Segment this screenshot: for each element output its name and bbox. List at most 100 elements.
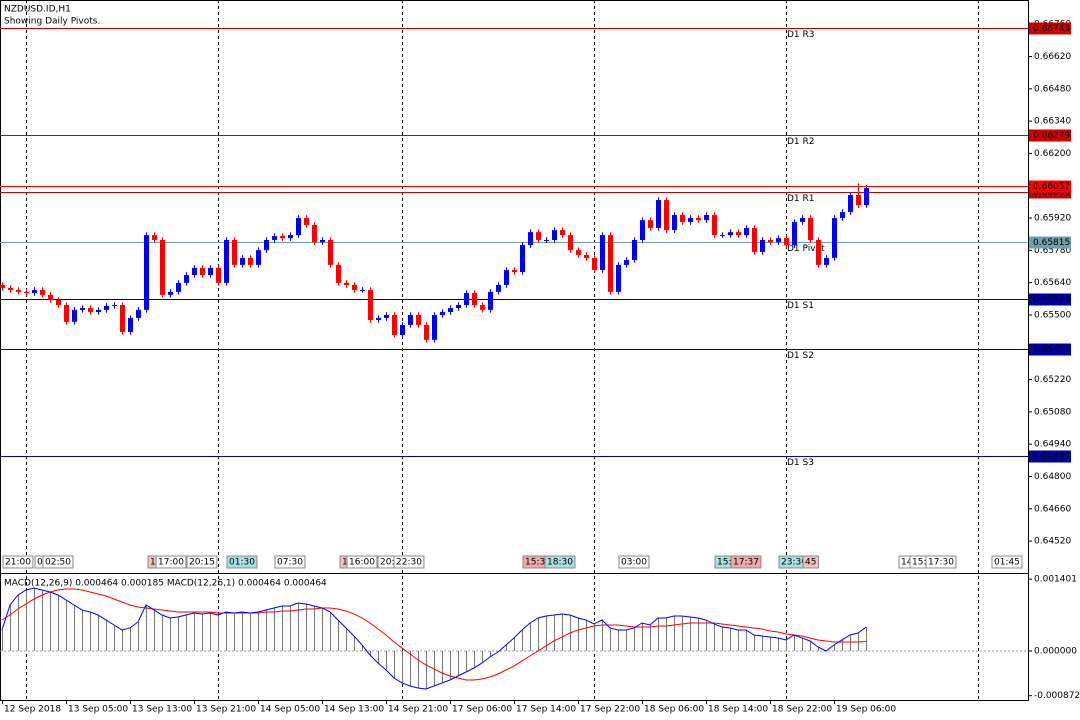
pivot-label: D1 Pivot [787, 244, 825, 254]
candle-body [712, 215, 717, 236]
y-tick-label: 0.64800 [1034, 472, 1071, 482]
candle-body [840, 212, 845, 219]
y-tick-label: 0.65780 [1034, 246, 1071, 256]
time-label: 16:00 [349, 558, 375, 568]
candle-body [400, 324, 405, 336]
time-label: 15:30 [525, 558, 551, 568]
y2-tick-label: 0.001401 [1034, 575, 1077, 585]
candle-body [144, 235, 149, 310]
candle-body [472, 293, 477, 306]
candle-body [776, 238, 781, 243]
time-label: 20:15 [189, 558, 215, 568]
candle-body [648, 220, 653, 228]
time-label-box [226, 555, 258, 569]
x-tick-label: 12 Sep 2018 [4, 705, 61, 715]
time-label-box [346, 555, 378, 569]
x-tick-label: 18 Sep 14:00 [708, 705, 768, 715]
time-label: 23:30 [781, 558, 807, 568]
candle-body [184, 275, 189, 283]
time-label-box [544, 555, 576, 569]
candle-body [576, 250, 581, 255]
y-tick-label: 0.64520 [1034, 537, 1071, 547]
y-tick-label: 0.66200 [1034, 149, 1071, 159]
candle-body [496, 284, 501, 292]
time-label-box [155, 555, 187, 569]
x-tick-label: 17 Sep 22:00 [580, 705, 640, 715]
candle-body [560, 230, 565, 236]
candle-body [744, 227, 749, 236]
candle-body [624, 260, 629, 265]
time-label: 15: [912, 558, 926, 568]
time-label: 14 [901, 558, 913, 568]
candle-body [312, 224, 317, 243]
time-label-box [274, 555, 306, 569]
candle-body [96, 309, 101, 312]
candle-body [568, 235, 573, 251]
time-label-box [393, 555, 425, 569]
candle-body [696, 218, 701, 221]
price-tag [1029, 293, 1071, 306]
price-tag-label: 0.64887 [1033, 452, 1070, 462]
candle-body [544, 239, 549, 241]
time-label: 02:50 [45, 558, 71, 568]
candle-body [208, 267, 213, 276]
macd-title: MACD(12,26,9) 0.000464 0.000185 MACD(12,… [4, 579, 327, 589]
candle-body [848, 194, 853, 213]
time-label-box [730, 555, 762, 569]
candle-body [296, 218, 301, 236]
candle-body [240, 257, 245, 265]
price-tag [1029, 450, 1071, 463]
y-tick-label: 0.65080 [1034, 407, 1071, 417]
price-tag-label: 0.66279 [1033, 131, 1070, 141]
candle-body [552, 230, 557, 240]
candle-body [816, 239, 821, 265]
candle-body [32, 290, 37, 294]
time-label: 01:45 [994, 558, 1020, 568]
price-tag [1029, 236, 1071, 249]
x-tick-label: 14 Sep 05:00 [260, 705, 320, 715]
candle-body [800, 218, 805, 222]
x-tick-label: 14 Sep 13:00 [324, 705, 384, 715]
candle-body [248, 257, 253, 265]
candle-body [672, 215, 677, 231]
frame [0, 0, 1029, 701]
y2-tick-label: -0.000872 [1034, 691, 1080, 701]
candle-body [664, 200, 669, 231]
candle-body [48, 294, 53, 300]
signal-line [1, 588, 867, 681]
candle-body [728, 232, 733, 236]
candle-body [824, 257, 829, 265]
candle-body [528, 232, 533, 246]
candle-body [288, 235, 293, 239]
candle-body [368, 290, 373, 321]
candle-body [488, 291, 493, 310]
candle-body [72, 309, 77, 322]
price-tag-label: 0.66057 [1033, 182, 1070, 192]
candle-body [592, 257, 597, 270]
y-tick-label: 0.64940 [1034, 440, 1071, 450]
time-label: 1 [342, 558, 348, 568]
y-tick-label: 0.66340 [1034, 117, 1071, 127]
candle-body [792, 221, 797, 246]
chart-subtitle: Showing Daily Pivots. [4, 17, 100, 27]
candle-body [216, 267, 221, 283]
price-tag-label: 0.65815 [1033, 238, 1070, 248]
candle-body [480, 305, 485, 310]
time-label-box [2, 555, 34, 569]
candle-body [352, 284, 357, 291]
candle-body [232, 239, 237, 265]
time-label: 07:30 [277, 558, 303, 568]
x-tick-label: 17 Sep 14:00 [516, 705, 576, 715]
price-tag-label: 0.66034 [1033, 188, 1070, 198]
x-tick-label: 18 Sep 06:00 [644, 705, 704, 715]
pivot-label: D1 R1 [787, 194, 815, 204]
time-label-box [618, 555, 650, 569]
candle-body [152, 235, 157, 240]
candle-body [856, 194, 861, 206]
macd-line [1, 587, 867, 690]
candle-body [784, 238, 789, 246]
candle-body [264, 239, 269, 251]
y-tick-label: 0.66480 [1034, 84, 1071, 94]
time-label: 17:30 [928, 558, 954, 568]
pivot-label: D1 R3 [787, 30, 815, 40]
